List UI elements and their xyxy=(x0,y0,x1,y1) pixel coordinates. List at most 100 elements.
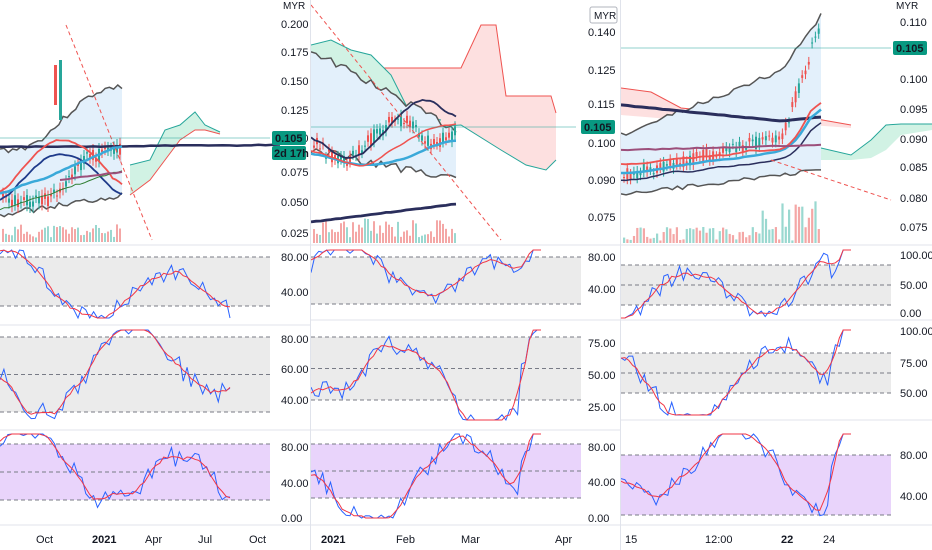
volume-bar xyxy=(35,237,37,242)
candle-body xyxy=(778,136,781,140)
chart-panel-middle[interactable]: MYR 0.140 0.125 0.115 0.100 0.090 0.075 0.105 80… xyxy=(311,0,620,550)
time-axis-label: Jul xyxy=(198,534,212,546)
price-axis-label: 0.050 xyxy=(281,197,309,209)
candle-body xyxy=(451,131,453,143)
trend-line xyxy=(770,159,892,201)
oscillator-axis-label: 40.00 xyxy=(281,395,309,407)
panel-divider xyxy=(310,0,311,550)
price-axis-label: 0.200 xyxy=(281,19,309,31)
cloud-span-b xyxy=(331,24,557,114)
volume-bar xyxy=(373,221,375,243)
candle-body xyxy=(427,135,429,146)
candle-body xyxy=(708,155,711,161)
chart-panel-left[interactable]: MYR0.2000.1750.1500.1250.1000.0750.0500.… xyxy=(0,0,310,550)
moving-average-dark xyxy=(311,98,457,159)
candle-body xyxy=(642,163,645,173)
volume-bar xyxy=(20,224,22,242)
price-axis-label: 0.090 xyxy=(900,134,928,146)
cloud-span-a xyxy=(129,111,221,166)
candle-body xyxy=(669,159,672,166)
candle-body xyxy=(346,163,348,166)
oscillator-slow-line xyxy=(621,433,851,511)
currency-label: MYR xyxy=(283,1,305,12)
candle-body xyxy=(797,83,800,94)
candle-body xyxy=(784,122,787,131)
volume-bar xyxy=(725,229,728,243)
oscillator-axis-label: 0.00 xyxy=(900,308,921,320)
candle-body xyxy=(65,181,67,187)
volume-bar xyxy=(391,227,393,243)
currency-label: MYR xyxy=(896,1,918,12)
volume-bar xyxy=(636,227,639,243)
time-axis-label: Apr xyxy=(555,534,572,546)
price-tag xyxy=(581,120,615,134)
oscillator-axis-label: 40.00 xyxy=(900,491,928,503)
volume-bar xyxy=(316,233,318,243)
price-axis-label: 0.025 xyxy=(281,228,309,240)
price-axis-label: 0.115 xyxy=(588,99,615,111)
oscillator-axis-label: 50.00 xyxy=(900,280,928,292)
oscillator-axis-label: 40.00 xyxy=(281,478,309,490)
volume-bar xyxy=(675,227,678,243)
volume-bar xyxy=(755,232,758,243)
volume-bar xyxy=(433,236,435,243)
chart-right-canvas[interactable]: MYR 0.110 0.100 0.095 0.090 0.085 0.080 0.075 0.… xyxy=(621,0,932,550)
chart-middle-canvas[interactable]: MYR 0.140 0.125 0.115 0.100 0.090 0.075 0.105 80… xyxy=(311,0,620,550)
volume-bar xyxy=(340,223,342,243)
candle-body xyxy=(731,143,734,145)
volume-bar xyxy=(113,236,115,242)
candle-body xyxy=(388,116,390,123)
candle-body xyxy=(406,115,408,124)
volume-bar xyxy=(758,233,761,243)
bollinger-band-fill xyxy=(311,51,456,178)
candle-body xyxy=(774,135,777,143)
volume-bar xyxy=(418,237,420,243)
candle-body xyxy=(735,146,738,153)
volume-bar xyxy=(59,226,61,242)
volume-bar xyxy=(679,239,682,243)
oscillator-axis-label: 50.00 xyxy=(588,370,616,382)
oscillator-fast-line xyxy=(311,329,541,422)
volume-bar xyxy=(352,222,354,243)
candle-body xyxy=(349,155,351,163)
ichimoku-cloud xyxy=(331,25,556,170)
candle-body xyxy=(397,118,399,120)
candle-body xyxy=(814,36,817,38)
volume-bar xyxy=(56,227,58,242)
moving-average-cyan xyxy=(0,145,123,195)
volume-bar xyxy=(764,218,768,243)
volume-bar xyxy=(376,233,378,243)
oscillator-axis-label: 100.00 xyxy=(900,250,932,262)
volume-bar xyxy=(646,236,649,243)
candle-body xyxy=(755,136,757,150)
volume-bar xyxy=(92,228,94,242)
candle-body xyxy=(652,173,655,175)
candle-body xyxy=(119,143,121,155)
volume-bar xyxy=(11,235,13,242)
chart-left-canvas[interactable]: MYR0.2000.1750.1500.1250.1000.0750.0500.… xyxy=(0,0,310,550)
volume-bar xyxy=(718,231,721,243)
volume-bar xyxy=(346,227,348,243)
candle-body xyxy=(804,70,807,75)
candle-body xyxy=(334,155,336,160)
volume-bar xyxy=(23,233,25,242)
chart-panel-right[interactable]: MYR 0.110 0.100 0.095 0.090 0.085 0.080 0.075 0.… xyxy=(621,0,932,550)
volume-bar xyxy=(445,228,447,243)
candle-body xyxy=(751,139,754,142)
oscillator-fast-line xyxy=(0,249,231,320)
candle-body xyxy=(104,147,106,150)
oscillator-axis-label: 75.00 xyxy=(588,338,616,350)
candle-body xyxy=(107,147,109,151)
volume-bar xyxy=(80,235,82,242)
volume-bar xyxy=(748,235,751,243)
candle-body xyxy=(682,156,685,168)
candle-body xyxy=(662,161,665,172)
candle-body xyxy=(101,149,103,153)
oscillator-band xyxy=(0,257,270,306)
volume-bar xyxy=(101,233,103,242)
volume-bar xyxy=(623,237,626,243)
candle-body xyxy=(745,146,748,150)
volume-bar xyxy=(689,228,692,243)
time-axis-label: 15 xyxy=(625,534,637,546)
price-axis-label: 0.125 xyxy=(588,65,616,77)
